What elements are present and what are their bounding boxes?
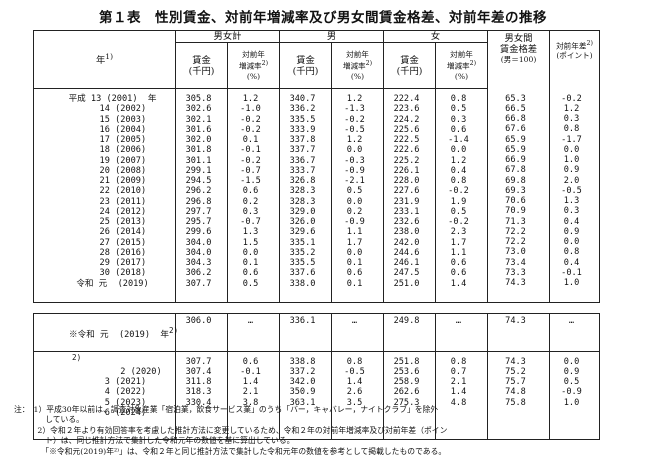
year-column: 平成 13 (2001) 年 14 (2002) 15 (2003) 16 (2… xyxy=(33,88,176,303)
base-total-wage: 306.0 xyxy=(175,313,228,352)
sub-gap-diff-column: 0.0 0.9 0.5 -0.9 1.0 xyxy=(549,350,600,440)
gap-diff-column: -0.2 1.2 0.3 0.8 -1.7 0.0 1.0 0.9 2.0 -0… xyxy=(549,88,600,303)
male-rate-header: 対前年 増減率2) (%) xyxy=(331,42,384,89)
base-total-rate: … xyxy=(227,313,280,352)
sub-total-rate-column: 0.6 -0.1 1.4 2.1 3.8 xyxy=(227,350,280,440)
footnote-line: 2）令和２年より有効回答率を考慮した推計方法に変更しているため、令和２年の対前年… xyxy=(14,425,448,435)
footnote-line: 注： 1）平成30年以前は、調査対象産業「宿泊業，飲食サービス業」のうち「バー，… xyxy=(14,405,439,414)
sub-female-rate-column: 0.8 0.7 2.1 1.4 4.8 xyxy=(435,350,488,440)
sub-total-wage-column: 307.7 307.4 311.8 318.3 330.4 xyxy=(175,350,228,440)
base-female-rate: … xyxy=(435,313,488,352)
sub-female-wage-column: 251.8 253.6 258.9 262.6 275.3 xyxy=(383,350,436,440)
male-wage-column: 340.7 336.2 335.5 333.9 337.8 337.7 336.… xyxy=(279,88,332,303)
gap-column: 65.3 66.5 66.8 67.6 65.9 65.9 66.9 67.8 … xyxy=(487,88,550,303)
male-rate-column: 1.2 -1.3 -0.2 -0.5 1.2 0.0 -0.3 -0.9 -2.… xyxy=(331,88,384,303)
table-title: 第１表 性別賃金、対前年増減率及び男女間賃金格差、対前年差の推移 xyxy=(99,10,547,26)
footnotes: 注： 1）平成30年以前は、調査対象産業「宿泊業，飲食サービス業」のうち「バー，… xyxy=(14,405,639,457)
female-wage-column: 222.4 223.6 224.2 225.6 222.5 222.6 225.… xyxy=(383,88,436,303)
base-gap: 74.3 xyxy=(487,313,550,352)
sub-gap-column: 74.3 75.2 75.7 74.8 75.8 xyxy=(487,350,550,440)
year-header: 年1) xyxy=(33,30,176,89)
total-rate-column: 1.2 -1.0 -0.2 -0.2 0.1 -0.1 -0.2 -0.7 -1… xyxy=(227,88,280,303)
wage-table-main: 年1) 男女計 男 女 男女間 賃金格差 (男＝100) 対前年差2) (ポイン… xyxy=(33,30,600,303)
total-rate-header: 対前年 増減率2) (%) xyxy=(227,42,280,89)
wage-table-sub: ※令和 元 (2019) 年2) 306.0 … 336.1 … 249.8 …… xyxy=(33,313,600,440)
group-male-header: 男 xyxy=(279,30,384,43)
female-rate-column: 0.8 0.5 0.3 0.6 -1.4 0.0 1.2 0.4 0.8 -0.… xyxy=(435,88,488,303)
male-wage-header: 賃金 (千円) xyxy=(279,42,332,89)
sub-male-rate-column: 0.8 -0.5 1.4 2.6 3.5 xyxy=(331,350,384,440)
total-wage-header: 賃金 (千円) xyxy=(175,42,228,89)
group-total-header: 男女計 xyxy=(175,30,280,43)
base-year-cell: ※令和 元 (2019) 年2) xyxy=(33,313,178,352)
footnote-line: している。 xyxy=(14,415,84,425)
gap-diff-header: 対前年差2) (ポイント) xyxy=(549,30,600,89)
footnote-line: 「※令和元(2019)年²⁾」は、令和２年と同じ推計方法で集計した令和元年の数値… xyxy=(14,446,447,456)
sub-male-wage-column: 338.8 337.2 342.0 350.9 363.1 xyxy=(279,350,332,440)
base-female-wage: 249.8 xyxy=(383,313,436,352)
base-male-wage: 336.1 xyxy=(279,313,332,352)
base-male-rate: … xyxy=(331,313,384,352)
base-gap-diff: … xyxy=(549,313,600,352)
group-female-header: 女 xyxy=(383,30,488,43)
sub-year-note: 2) xyxy=(72,352,82,362)
female-rate-header: 対前年 増減率2) (%) xyxy=(435,42,488,89)
gap-header: 男女間 賃金格差 (男＝100) xyxy=(487,30,550,89)
female-wage-header: 賃金 (千円) xyxy=(383,42,436,89)
sub-year-column: 2 (2020) 3 (2021) 4 (2022) 5 (2023) 6 (2… xyxy=(33,350,176,440)
footnote-line: ト）は、同じ推計方法で集計した令和元年の数値を基に算出している。 xyxy=(14,436,295,446)
total-wage-column: 305.8 302.6 302.1 301.6 302.0 301.8 301.… xyxy=(175,88,228,303)
